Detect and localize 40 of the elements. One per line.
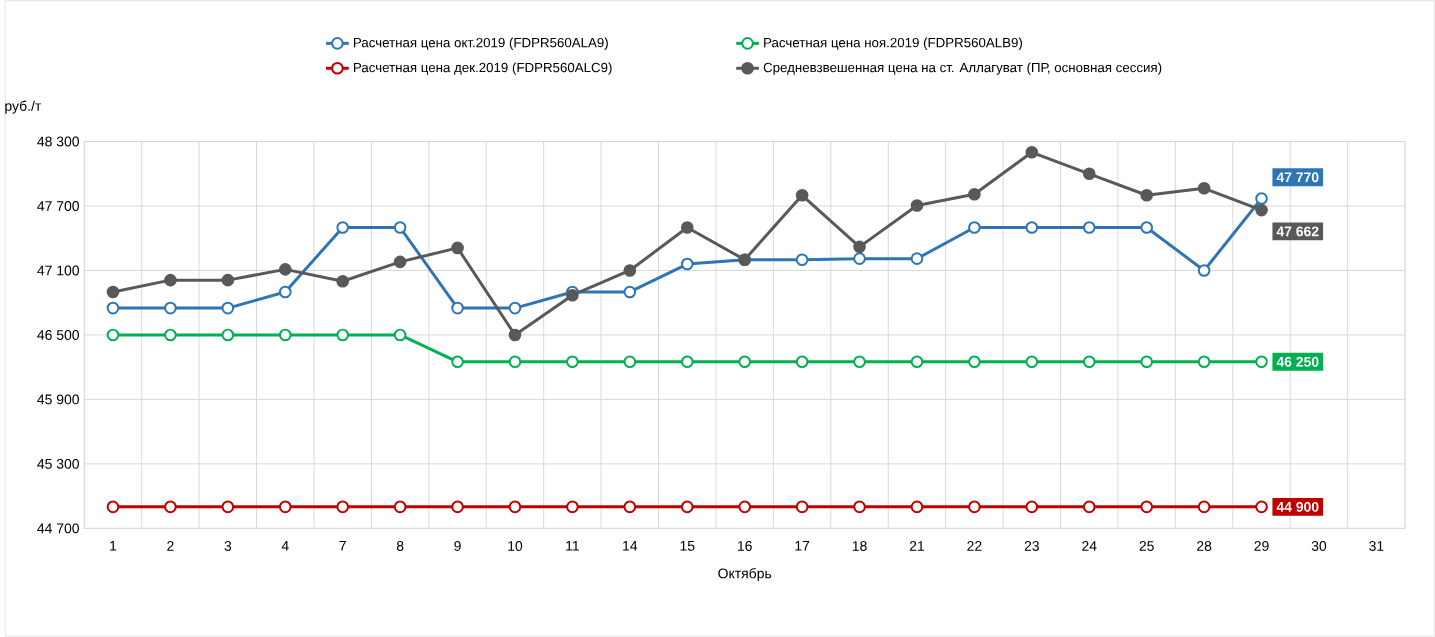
y-tick-label: 47 100 [37,265,79,276]
y-tick-label: 47 700 [37,201,79,211]
x-tick-label: 25 [1139,541,1154,551]
x-tick-label: 11 [566,541,579,551]
y-tick-label: 44 700 [37,523,79,534]
x-tick-label: 31 [1369,541,1384,551]
y-tick-label: 45 300 [37,458,79,469]
x-tick-label: 2 [167,541,174,551]
x-tick-label: 7 [339,541,346,551]
y-tick-label: 46 500 [37,330,79,340]
x-tick-label: 22 [967,541,982,551]
x-tick-label: 15 [680,541,695,551]
legend-label: Расчетная цена окт.2019 (FDPR560ALA9) [353,37,608,50]
x-tick-label: 8 [396,541,404,551]
x-tick-label: 29 [1254,541,1269,551]
x-tick-label: 10 [508,541,523,551]
legend-label: Расчетная цена дек.2019 (FDPR560ALC9) [353,62,612,75]
x-axis-title: Октябрь [718,567,772,582]
x-tick-label: 16 [737,541,752,551]
x-tick-label: 4 [281,541,289,551]
x-tick-label: 30 [1311,541,1327,551]
y-tick-label: 48 300 [37,136,79,147]
x-tick-label: 18 [852,541,867,551]
data-label: 47 662 [1276,226,1319,237]
x-tick-label: 17 [795,541,810,551]
x-tick-label: 28 [1197,541,1212,551]
x-tick-label: 1 [110,541,117,551]
y-tick-label: 45 900 [37,394,79,405]
x-tick-label: 24 [1082,541,1097,551]
x-tick-label: 9 [454,541,461,551]
x-tick-label: 21 [909,541,925,551]
x-tick-label: 23 [1024,541,1039,551]
data-label: 47 770 [1276,172,1319,183]
x-tick-label: 3 [224,541,232,551]
data-label: 46 250 [1276,356,1319,367]
x-tick-label: 14 [623,541,638,551]
legend-label: Расчетная цена ноя.2019 (FDPR560ALB9) [764,37,1022,50]
data-label: 44 900 [1276,501,1319,512]
y-axis-title: руб./т [5,100,42,114]
legend-label: Средневзвешенная цена на ст. Аллагуват (ПР, основная сессия) [763,62,1162,75]
